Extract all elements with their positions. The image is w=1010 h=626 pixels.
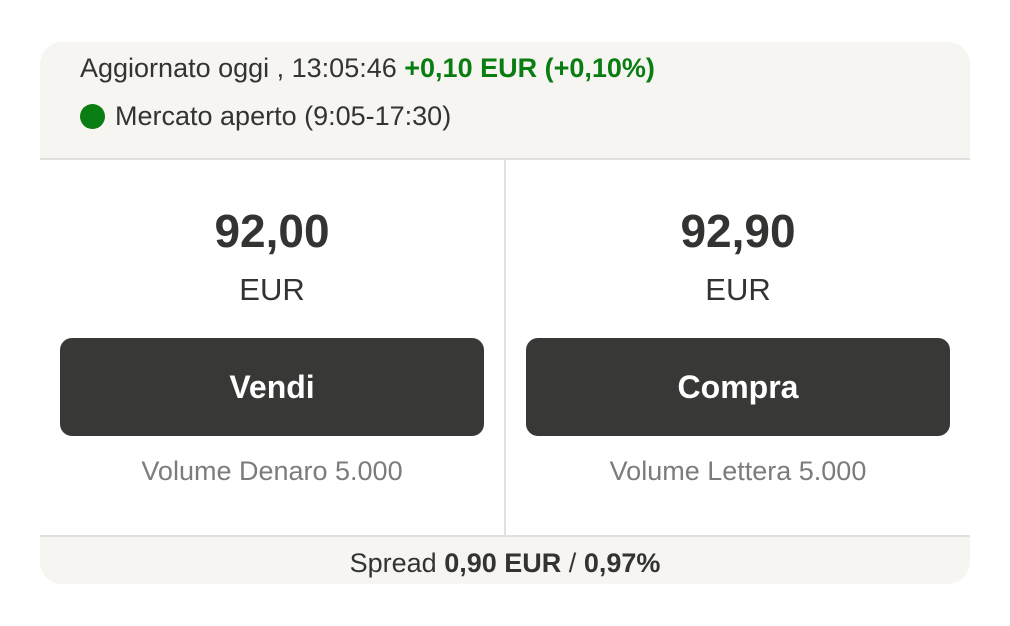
sell-button[interactable]: Vendi (60, 338, 484, 436)
update-line: Aggiornato oggi , 13:05:46 +0,10 EUR (+0… (80, 53, 655, 84)
sell-column: 92,00 EUR Vendi Volume Denaro 5.000 (40, 160, 506, 535)
bid-currency: EUR (239, 272, 305, 307)
spread-label: Spread (349, 548, 437, 578)
ask-volume: Volume Lettera 5.000 (609, 456, 867, 486)
status-dot-icon (80, 104, 105, 129)
ask-price: 92,90 (680, 205, 796, 257)
updated-timestamp: Aggiornato oggi , 13:05:46 (80, 53, 397, 83)
spread-pct: 0,97% (583, 548, 661, 578)
bid-volume: Volume Denaro 5.000 (141, 456, 403, 486)
bid-ask-panel: 92,00 EUR Vendi Volume Denaro 5.000 92,9… (40, 160, 970, 537)
spread-footer: Spread 0,90 EUR / 0,97% (40, 537, 970, 584)
market-status: Mercato aperto (9:05-17:30) (80, 101, 451, 132)
buy-column: 92,90 EUR Compra Volume Lettera 5.000 (506, 160, 970, 535)
buy-button[interactable]: Compra (526, 338, 950, 436)
market-status-text: Mercato aperto (9:05-17:30) (115, 101, 452, 131)
quote-card: Aggiornato oggi , 13:05:46 +0,10 EUR (+0… (40, 42, 970, 584)
spread-separator: / (568, 548, 577, 578)
price-change: +0,10 EUR (+0,10%) (404, 53, 655, 83)
quote-header: Aggiornato oggi , 13:05:46 +0,10 EUR (+0… (40, 42, 970, 160)
ask-currency: EUR (705, 272, 771, 307)
spread-eur: 0,90 EUR (444, 548, 562, 578)
bid-price: 92,00 (214, 205, 330, 257)
